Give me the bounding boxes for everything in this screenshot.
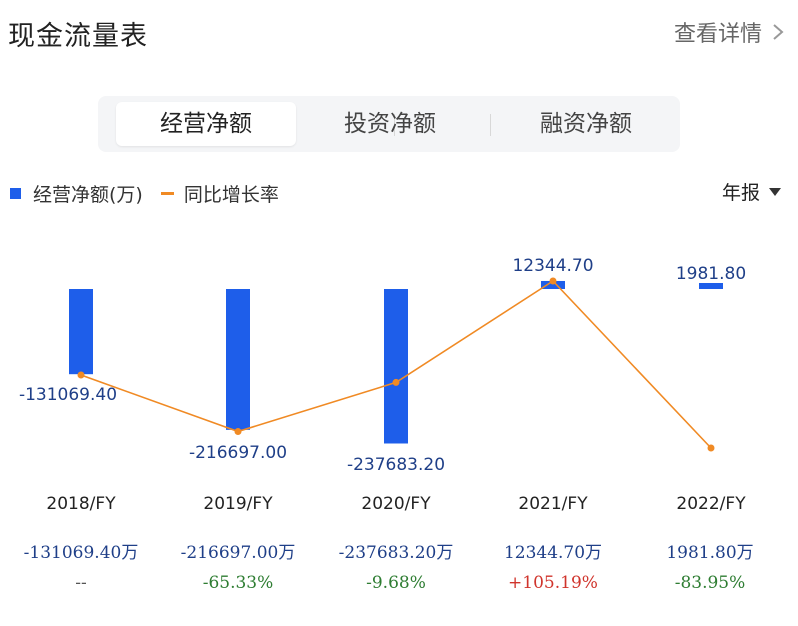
bar-2019/FY	[226, 289, 250, 430]
chevron-right-icon	[773, 24, 784, 40]
tab-divider	[490, 114, 491, 136]
bar-legend-label: 经营净额(万)	[33, 184, 143, 206]
growth-row: -- -65.33% -9.68% +105.19% -83.95%	[0, 573, 798, 597]
bar-2022/FY	[699, 283, 723, 289]
bar-value-label: -216697.00	[189, 443, 287, 463]
x-tick-label: 2018/FY	[46, 494, 116, 514]
caret-down-icon	[769, 187, 781, 196]
growth-point-2021/FY	[549, 277, 557, 285]
bar-value-label: 12344.70	[512, 256, 593, 276]
bar-value-label: 1981.80	[676, 264, 746, 284]
tab-operating-net[interactable]: 经营净额	[116, 102, 296, 146]
growth-cell: -9.68%	[366, 573, 426, 593]
tab-divider	[394, 114, 395, 136]
period-selector-label: 年报	[721, 182, 760, 204]
amount-cell: 1981.80万	[666, 543, 754, 563]
growth-point-2020/FY	[392, 378, 400, 386]
amount-row: -131069.40万 -216697.00万 -237683.20万 1234…	[0, 538, 798, 563]
view-details-link[interactable]: 查看详情	[674, 16, 784, 48]
bar-value-label: -131069.40	[19, 385, 117, 405]
bar-value-label: -237683.20	[347, 455, 445, 475]
line-legend-swatch	[160, 192, 174, 195]
chart-legend: 经营净额(万) 同比增长率	[10, 180, 279, 207]
tab-investing-net[interactable]: 投资净额	[344, 111, 436, 137]
x-tick-label: 2021/FY	[518, 494, 588, 514]
x-tick-label: 2019/FY	[203, 494, 273, 514]
amount-cell: -131069.40万	[23, 543, 139, 563]
amount-cell: 12344.70万	[503, 543, 603, 563]
metric-tabs: 经营净额 投资净额 融资净额	[98, 96, 680, 152]
growth-cell: +105.19%	[508, 573, 598, 593]
growth-point-2022/FY	[707, 444, 715, 452]
cashflow-chart: -131069.40 -216697.00 -237683.20 12344.70 19…	[19, 256, 746, 514]
growth-point-2019/FY	[234, 428, 242, 436]
bar-legend-swatch	[10, 188, 21, 199]
amount-cell: -216697.00万	[180, 543, 296, 563]
growth-cell: --	[75, 573, 87, 593]
period-selector[interactable]: 年报	[722, 178, 782, 205]
line-legend-label: 同比增长率	[183, 184, 279, 206]
amount-cell: -237683.20万	[338, 543, 454, 563]
growth-cell: -83.95%	[674, 573, 746, 593]
bar-2020/FY	[384, 289, 408, 444]
bar-2018/FY	[69, 289, 93, 375]
card-title: 现金流量表	[8, 21, 148, 52]
x-tick-label: 2022/FY	[676, 494, 746, 514]
x-tick-label: 2020/FY	[361, 494, 431, 514]
growth-cell: -65.33%	[202, 573, 274, 593]
view-details-label: 查看详情	[673, 22, 762, 47]
bar-2021/FY	[541, 280, 565, 289]
tab-financing-net[interactable]: 融资净额	[540, 111, 632, 137]
growth-point-2018/FY	[77, 371, 85, 379]
card-header: 现金流量表 查看详情	[0, 0, 798, 70]
